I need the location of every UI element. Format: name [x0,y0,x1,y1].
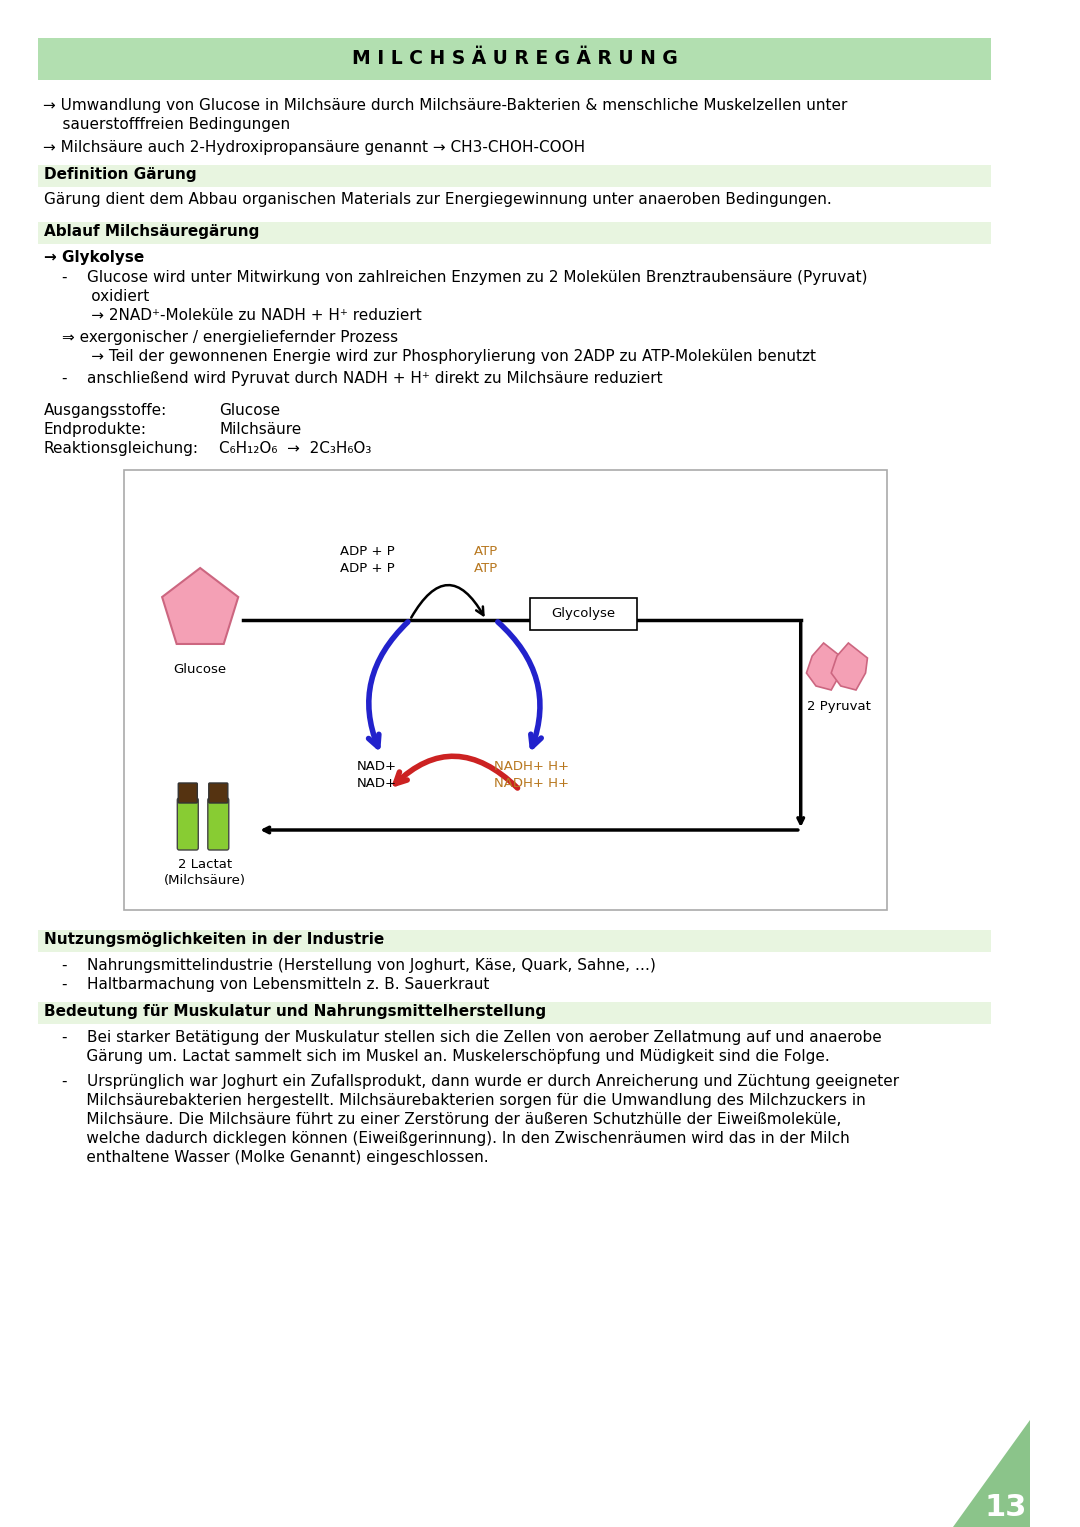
Text: Definition Gärung: Definition Gärung [44,166,197,182]
Text: 2 Pyruvat: 2 Pyruvat [807,699,870,713]
Text: Milchsäurebakterien hergestellt. Milchsäurebakterien sorgen für die Umwandlung d: Milchsäurebakterien hergestellt. Milchsä… [62,1093,866,1109]
Polygon shape [954,1420,1029,1527]
Text: ATP: ATP [474,562,498,576]
Text: welche dadurch dicklegen können (Eiweißgerinnung). In den Zwischenräumen wird da: welche dadurch dicklegen können (Eiweißg… [62,1132,850,1145]
Text: -    Nahrungsmittelindustrie (Herstellung von Joghurt, Käse, Quark, Sahne, …): - Nahrungsmittelindustrie (Herstellung v… [62,957,656,973]
Text: → Teil der gewonnenen Energie wird zur Phosphorylierung von 2ADP zu ATP-Moleküle: → Teil der gewonnenen Energie wird zur P… [62,350,816,363]
FancyBboxPatch shape [38,221,991,244]
Text: Glucose: Glucose [219,403,281,418]
FancyBboxPatch shape [38,165,991,186]
Text: Reaktionsgleichung:: Reaktionsgleichung: [44,441,199,457]
Text: 13: 13 [985,1493,1027,1522]
Text: -    Bei starker Betätigung der Muskulatur stellen sich die Zellen von aerober Z: - Bei starker Betätigung der Muskulatur … [62,1031,881,1044]
Text: -    Glucose wird unter Mitwirkung von zahlreichen Enzymen zu 2 Molekülen Brenzt: - Glucose wird unter Mitwirkung von zahl… [62,270,867,286]
Text: 2 Lactat: 2 Lactat [178,858,232,870]
Text: NADH+ H+: NADH+ H+ [495,777,569,789]
Text: Milchsäure: Milchsäure [219,421,301,437]
Polygon shape [807,643,842,690]
FancyArrowPatch shape [498,621,541,747]
FancyArrowPatch shape [411,585,484,617]
Text: ADP + P: ADP + P [339,562,394,576]
FancyArrowPatch shape [368,621,408,747]
Text: NAD+: NAD+ [356,777,396,789]
Text: -    anschließend wird Pyruvat durch NADH + H⁺ direkt zu Milchsäure reduziert: - anschließend wird Pyruvat durch NADH +… [62,371,663,386]
Text: Gärung dient dem Abbau organischen Materials zur Energiegewinnung unter anaerobe: Gärung dient dem Abbau organischen Mater… [44,192,832,208]
Text: → Umwandlung von Glucose in Milchsäure durch Milchsäure-Bakterien & menschliche : → Umwandlung von Glucose in Milchsäure d… [43,98,848,113]
Polygon shape [162,568,239,644]
Polygon shape [832,643,867,690]
Text: NAD+: NAD+ [356,760,396,773]
FancyArrowPatch shape [395,756,517,788]
FancyBboxPatch shape [38,38,991,79]
Text: oxidiert: oxidiert [62,289,149,304]
FancyBboxPatch shape [207,799,229,851]
FancyBboxPatch shape [177,799,199,851]
Text: Bedeutung für Muskulatur und Nahrungsmittelherstellung: Bedeutung für Muskulatur und Nahrungsmit… [44,1003,546,1019]
Text: Ausgangsstoffe:: Ausgangsstoffe: [44,403,167,418]
Text: sauerstofffreien Bedingungen: sauerstofffreien Bedingungen [43,118,291,131]
FancyBboxPatch shape [124,470,887,910]
Text: → Glykolyse: → Glykolyse [44,250,144,266]
Text: Milchsäure. Die Milchsäure führt zu einer Zerstörung der äußeren Schutzhülle der: Milchsäure. Die Milchsäure führt zu eine… [62,1112,841,1127]
Text: NADH+ H+: NADH+ H+ [495,760,569,773]
FancyBboxPatch shape [38,1002,991,1025]
FancyBboxPatch shape [178,783,198,803]
Text: Nutzungsmöglichkeiten in der Industrie: Nutzungsmöglichkeiten in der Industrie [44,931,384,947]
Text: Glycolyse: Glycolyse [551,608,616,620]
Text: Gärung um. Lactat sammelt sich im Muskel an. Muskelerschöpfung und Müdigkeit sin: Gärung um. Lactat sammelt sich im Muskel… [62,1049,829,1064]
Text: Glucose: Glucose [174,663,227,676]
FancyBboxPatch shape [38,930,991,951]
Text: Ablauf Milchsäuregärung: Ablauf Milchsäuregärung [44,224,259,240]
Text: M I L C H S Ä U R E G Ä R U N G: M I L C H S Ä U R E G Ä R U N G [352,49,677,69]
Text: -    Ursprünglich war Joghurt ein Zufallsprodukt, dann wurde er durch Anreicheru: - Ursprünglich war Joghurt ein Zufallspr… [62,1073,899,1089]
Text: -    Haltbarmachung von Lebensmitteln z. B. Sauerkraut: - Haltbarmachung von Lebensmitteln z. B.… [62,977,489,993]
Text: ADP + P: ADP + P [339,545,394,557]
Text: ATP: ATP [474,545,498,557]
Text: (Milchsäure): (Milchsäure) [164,873,246,887]
Text: ⇒ exergonischer / energieliefernder Prozess: ⇒ exergonischer / energieliefernder Proz… [62,330,399,345]
Text: enthaltene Wasser (Molke Genannt) eingeschlossen.: enthaltene Wasser (Molke Genannt) einges… [62,1150,488,1165]
Text: Endprodukte:: Endprodukte: [44,421,147,437]
FancyBboxPatch shape [530,599,637,631]
Text: → 2NAD⁺-Moleküle zu NADH + H⁺ reduziert: → 2NAD⁺-Moleküle zu NADH + H⁺ reduziert [62,308,421,324]
Text: C₆H₁₂O₆  →  2C₃H₆O₃: C₆H₁₂O₆ → 2C₃H₆O₃ [219,441,372,457]
FancyBboxPatch shape [208,783,228,803]
Text: → Milchsäure auch 2-Hydroxipropansäure genannt → CH3-CHOH-COOH: → Milchsäure auch 2-Hydroxipropansäure g… [43,140,585,156]
